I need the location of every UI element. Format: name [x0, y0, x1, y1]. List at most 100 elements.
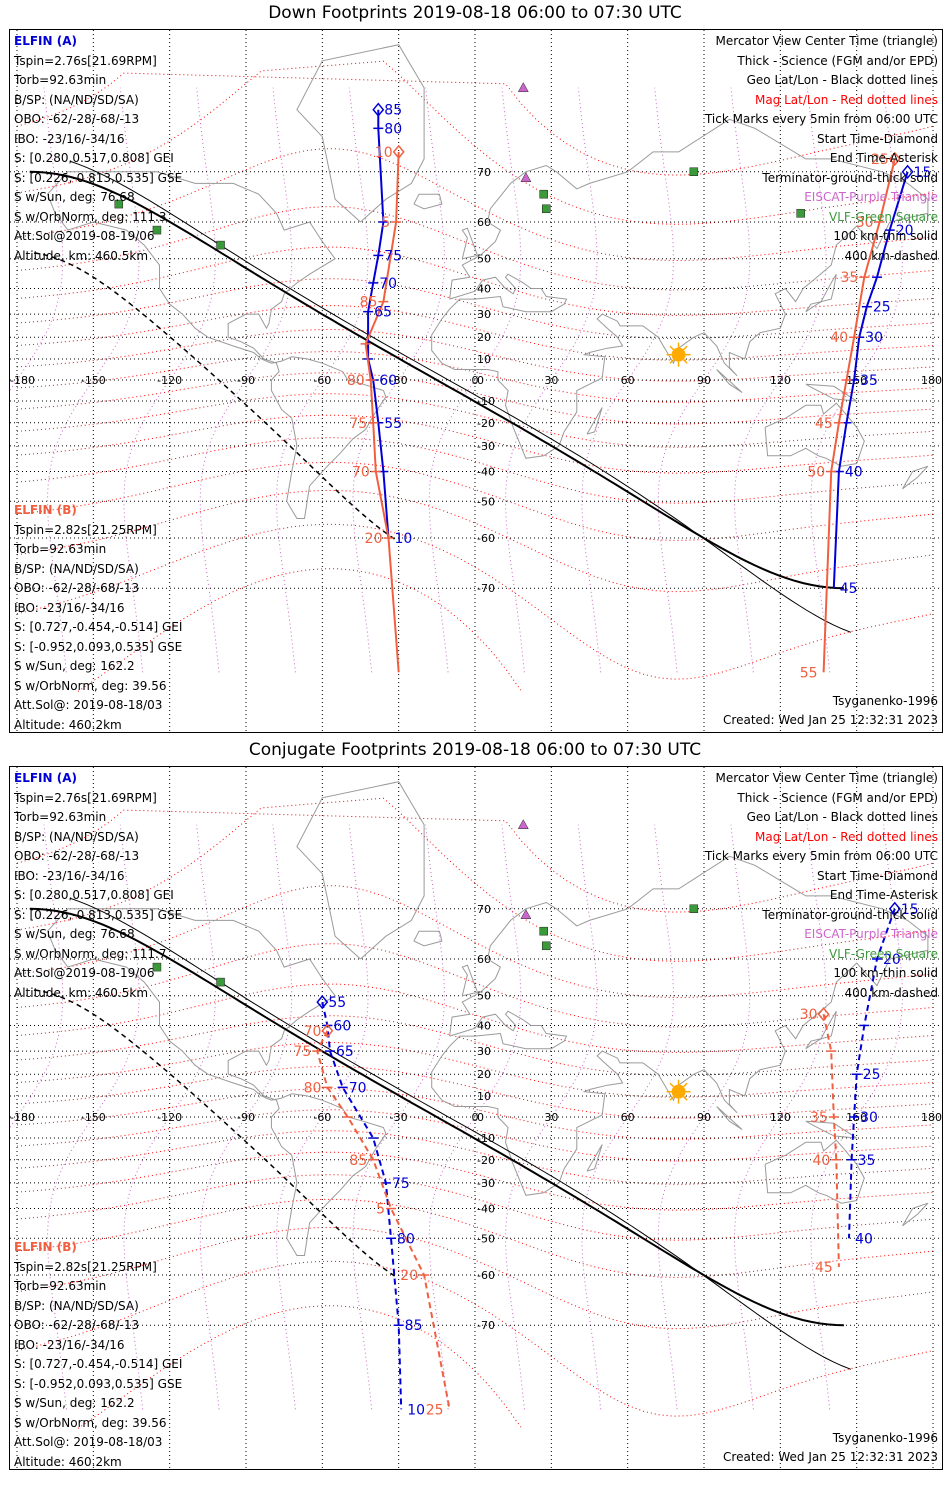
mag-lon-line: [47, 87, 140, 673]
coastline: [716, 1106, 743, 1131]
start-diamond: [316, 994, 329, 1010]
time-tick-label: 60: [333, 1018, 351, 1034]
time-tick-label: 70: [349, 1080, 367, 1096]
mag-lon-line: [505, 87, 598, 673]
lat-tick-label: 30: [477, 308, 491, 321]
panel-title: Down Footprints 2019-08-18 06:00 to 07:3…: [268, 3, 682, 23]
info-line: IBO: -23/16/-34/16: [14, 600, 125, 615]
lon-tick-label: -30: [390, 1111, 408, 1124]
time-tick-label: 55: [384, 416, 402, 432]
footer-right: Tsyganenko-1996 Created: Wed Jan 25 12:3…: [723, 1429, 938, 1467]
vlf-square: [539, 189, 548, 199]
footer-right: Tsyganenko-1996 Created: Wed Jan 25 12:3…: [723, 692, 938, 730]
lat-tick-label: -40: [477, 1203, 495, 1216]
info-line: S w/OrbNorm, deg: 111.7: [14, 946, 167, 961]
time-tick-label: 30: [800, 1007, 818, 1023]
lat-tick-label: 50: [477, 253, 491, 266]
info-line: S: [-0.952,0.093,0.535] GSE: [14, 1376, 183, 1391]
lon-tick-label: 60: [621, 1111, 635, 1124]
mag-lon-line: [123, 87, 216, 673]
lat-tick-label: 70: [477, 903, 491, 916]
coastline: [586, 407, 603, 435]
info-line: S w/Sun, deg: 162.2: [14, 659, 135, 673]
info-line: IBO: -23/16/-34/16: [14, 131, 125, 146]
lat-tick-label: 40: [477, 282, 491, 295]
time-tick-label: 30: [860, 1110, 878, 1126]
time-tick-label: 5: [376, 1202, 385, 1218]
legend: Mercator View Center Time (triangle) Thi…: [705, 32, 938, 266]
created-label: Created: Wed Jan 25 12:32:31 2023: [723, 1450, 938, 1464]
legend-item: Mercator View Center Time (triangle): [715, 34, 938, 48]
mag-lat-line: [16, 490, 934, 593]
elfin-a-name: ELFIN (A): [14, 771, 77, 785]
map-plot: -180 -150 -120 -90 -60 -30 0 30 60 90 120 150 180706…: [10, 767, 942, 1469]
time-tick-label: 40: [845, 465, 863, 481]
mag-lon-line: [10, 824, 64, 1129]
info-line: S w/Sun, deg: 76.68: [14, 927, 135, 941]
time-tick-label: 30: [865, 330, 883, 346]
coastline: [805, 383, 857, 402]
coastline: [461, 227, 479, 260]
mag-lat-line: [16, 72, 934, 176]
time-tick-label: 20: [896, 223, 914, 239]
legend-item: Start Time-Diamond: [816, 131, 938, 146]
map-plot: -180 -150 -120 -90 -60 -30 0 30 60 90 120 150 180706…: [10, 30, 942, 732]
info-line: IBO: -23/16/-34/16: [14, 868, 125, 883]
legend-item: Geo Lat/Lon - Black dotted lines: [746, 73, 938, 87]
time-tick-label: 40: [855, 1231, 873, 1247]
panel-title: Conjugate Footprints 2019-08-18 06:00 to…: [248, 740, 702, 760]
mag-lat-line: [16, 809, 934, 913]
time-tick-label: 10: [407, 1402, 425, 1418]
mag-lon-line: [581, 87, 674, 673]
info-line: S w/OrbNorm, deg: 111.3: [14, 209, 167, 224]
lon-tick-label: -90: [237, 1111, 255, 1124]
legend-item: EISCAT-Purple Triangle: [804, 927, 938, 941]
elfin-b-name: ELFIN (B): [14, 1240, 77, 1254]
coastline: [47, 171, 387, 519]
mag-lat-line: [16, 414, 934, 474]
elfin-b-name: ELFIN (B): [14, 503, 77, 517]
vlf-square: [216, 977, 225, 987]
time-tick-label: 65: [374, 305, 392, 321]
legend-item: Mercator View Center Time (triangle): [715, 771, 938, 785]
time-tick-label: 10: [375, 145, 393, 161]
coastline: [805, 1010, 837, 1050]
lon-tick-label: 0: [472, 1111, 479, 1124]
mag-lat-line: [16, 983, 934, 1053]
legend-item: 400 km-dashed: [844, 248, 938, 263]
mag-lat-line: [16, 278, 934, 340]
created-label: Created: Wed Jan 25 12:32:31 2023: [723, 713, 938, 727]
info-line: B/SP: (NA/ND/SD/SA): [14, 829, 139, 844]
time-tick-label: 45: [840, 581, 858, 597]
vlf-square: [689, 167, 699, 177]
elfin-b-track: [822, 158, 896, 673]
legend-item: VLF-Green Square: [829, 946, 938, 961]
vlf-square: [541, 941, 551, 951]
time-tick-label: 55: [800, 665, 818, 681]
map-panel-down: -180 -150 -120 -90 -60 -30 0 30 60 90 120 150 180 70 6…: [9, 29, 943, 733]
lon-tick-label: 30: [544, 1111, 558, 1124]
altitude-100km-line: [69, 897, 852, 1370]
lon-tick-label: -150: [81, 1111, 106, 1124]
info-line: Torb=92.63min: [14, 810, 107, 824]
coastline: [902, 465, 929, 490]
start-diamond: [321, 1023, 334, 1038]
legend-item: End Time-Asterisk: [829, 151, 938, 165]
vlf-square: [152, 225, 162, 235]
start-diamond: [888, 151, 901, 167]
mag-lon-line: [581, 824, 674, 1410]
lat-tick-label: -70: [477, 582, 495, 595]
legend-item: Tick Marks every 5min from 06:00 UTC: [704, 849, 938, 863]
mag-lon-line: [505, 824, 598, 1410]
lat-tick-label: 10: [477, 353, 491, 366]
lat-tick-label: -60: [477, 1269, 495, 1282]
coastline: [716, 369, 743, 394]
lon-tick-label: 180: [921, 1111, 942, 1124]
info-line: S w/Sun, deg: 162.2: [14, 1396, 135, 1410]
legend-item: Thick - Science (FGM and/or EPD): [737, 790, 938, 805]
time-tick-label: 10: [394, 531, 412, 547]
legend-item: End Time-Asterisk: [829, 888, 938, 902]
time-tick-label: 80: [304, 1080, 322, 1096]
time-tick-label: 75: [392, 1176, 410, 1192]
sun-ray: [682, 359, 688, 364]
